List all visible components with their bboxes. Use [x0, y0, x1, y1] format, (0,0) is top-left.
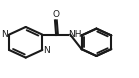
Text: N: N: [2, 30, 8, 39]
Text: NH: NH: [68, 30, 82, 39]
Text: O: O: [52, 10, 59, 19]
Text: N: N: [43, 46, 50, 55]
